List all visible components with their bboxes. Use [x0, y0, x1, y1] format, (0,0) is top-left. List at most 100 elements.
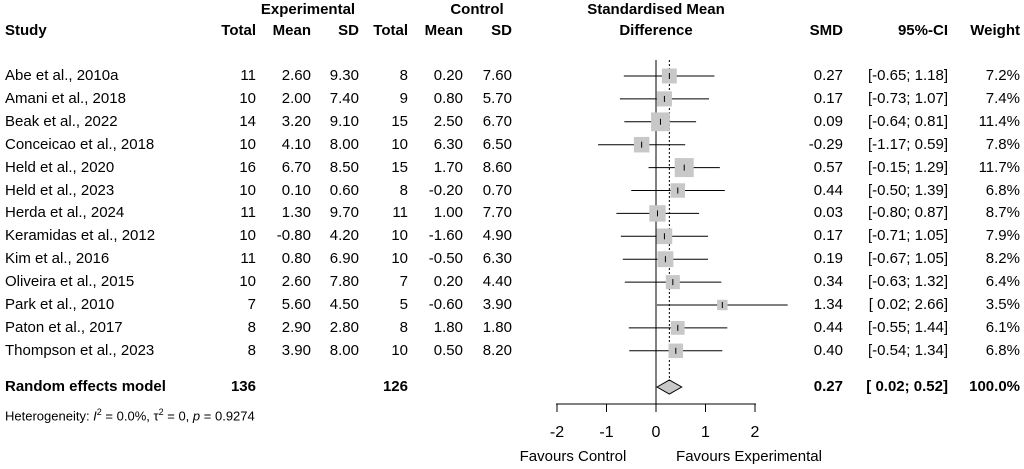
control-total: 8 [399, 67, 408, 84]
header-smd: SMD [809, 22, 843, 39]
heterogeneity-stats: Heterogeneity: I2 = 0.0%, τ2 = 0, p = 0.… [5, 404, 255, 424]
control-mean: 1.70 [433, 158, 463, 176]
study-name: Kim et al., 2016 [5, 250, 110, 268]
control-total: 15 [391, 158, 408, 176]
weight-value: 7.2% [985, 67, 1020, 84]
experimental-total: 11 [240, 67, 256, 84]
weight-value: 6.8% [985, 181, 1020, 199]
weight-value: 6.4% [985, 273, 1020, 291]
smd-value: 0.09 [813, 112, 843, 130]
ci-value: [-0.15; 1.29] [867, 158, 948, 176]
smd-value: 0.57 [813, 158, 843, 176]
control-sd: 7.60 [482, 67, 512, 84]
weight-value: 11.4% [978, 112, 1020, 130]
header-experimental-sd: SD [338, 22, 359, 39]
control-total: 10 [391, 135, 408, 153]
header-experimental-total: Total [221, 22, 256, 39]
experimental-mean: 4.10 [281, 135, 311, 153]
experimental-mean: 2.00 [281, 89, 311, 107]
p-value: = 0.9274 [200, 408, 255, 424]
control-total: 10 [391, 341, 408, 359]
experimental-mean: 2.60 [281, 273, 311, 291]
summary-control-total: 126 [382, 378, 408, 395]
control-total: 10 [391, 227, 408, 245]
study-name: Oliveira et al., 2015 [5, 273, 135, 291]
control-mean: -0.20 [428, 181, 463, 199]
ci-value: [ 0.02; 2.66] [868, 296, 948, 313]
experimental-mean: 3.20 [281, 112, 311, 130]
control-mean: 0.20 [433, 273, 463, 291]
plot-title-line1: Standardised Mean [587, 1, 725, 18]
tau-squared-value: = 0, [163, 408, 193, 424]
ci-value: [-0.71; 1.05] [867, 227, 948, 245]
weight-value: 7.9% [985, 227, 1020, 245]
experimental-mean: 3.90 [281, 341, 311, 359]
x-axis-tick-label: -1 [599, 424, 614, 441]
smd-value: 0.17 [813, 89, 843, 107]
experimental-total: 11 [240, 204, 256, 222]
i-squared-symbol: I [93, 408, 97, 424]
summary-smd: 0.27 [813, 378, 843, 395]
ci-value: [-0.73; 1.07] [867, 89, 948, 107]
superscript-two: 2 [158, 407, 164, 417]
experimental-sd: 6.90 [329, 250, 359, 268]
experimental-sd: 9.10 [329, 112, 359, 130]
experimental-total: 10 [239, 135, 256, 153]
smd-value: 0.17 [813, 227, 843, 245]
experimental-total: 14 [239, 112, 256, 130]
x-axis-tick-label: 2 [750, 424, 760, 441]
experimental-sd: 8.00 [329, 135, 359, 153]
summary-weight: 100.0% [969, 378, 1020, 395]
experimental-mean: 0.10 [281, 181, 311, 199]
control-total: 8 [399, 318, 408, 336]
summary-label: Random effects model [5, 378, 166, 395]
control-mean: 1.00 [433, 204, 463, 222]
control-total: 15 [391, 112, 408, 130]
experimental-sd: 2.80 [329, 318, 359, 336]
experimental-sd: 0.60 [329, 181, 359, 199]
experimental-mean: 2.60 [281, 67, 311, 84]
summary-ci: [ 0.02; 0.52] [866, 378, 948, 395]
smd-value: 0.19 [813, 250, 843, 268]
control-total: 5 [399, 296, 408, 313]
weight-value: 6.1% [985, 318, 1020, 336]
weight-value: 7.4% [985, 89, 1020, 107]
smd-value: -0.29 [808, 135, 843, 153]
experimental-sd: 9.70 [329, 204, 359, 222]
x-axis-tick-label: -2 [549, 424, 565, 441]
control-total: 10 [391, 250, 408, 268]
x-axis-label-right: Favours Experimental [676, 448, 822, 465]
control-sd: 1.80 [482, 318, 512, 336]
study-name: Conceicao et al., 2018 [5, 135, 155, 153]
control-sd: 7.70 [482, 204, 512, 222]
ci-value: [-0.65; 1.18] [867, 67, 948, 84]
control-mean: -1.60 [428, 227, 463, 245]
experimental-mean: 5.60 [281, 296, 311, 313]
experimental-total: 8 [247, 341, 256, 359]
ci-value: [-0.63; 1.32] [867, 273, 948, 291]
study-name: Beak et al., 2022 [5, 112, 118, 130]
smd-value: 0.03 [813, 204, 843, 222]
header-control-mean: Mean [424, 22, 463, 39]
control-sd: 5.70 [482, 89, 512, 107]
experimental-total: 10 [239, 227, 256, 245]
experimental-total: 10 [239, 273, 256, 291]
smd-value: 1.34 [813, 296, 843, 313]
control-total: 7 [399, 273, 408, 291]
study-name: Keramidas et al., 2012 [5, 227, 156, 245]
study-name: Park et al., 2010 [5, 296, 115, 313]
control-sd: 8.60 [482, 158, 512, 176]
ci-value: [-0.80; 0.87] [867, 204, 948, 222]
ci-value: [-0.55; 1.44] [867, 318, 948, 336]
experimental-mean: 1.30 [281, 204, 311, 222]
control-sd: 4.40 [482, 273, 512, 291]
control-mean: 0.80 [433, 89, 463, 107]
experimental-total: 16 [239, 158, 256, 176]
smd-value: 0.44 [813, 181, 843, 199]
ci-value: [-0.64; 0.81] [867, 112, 948, 130]
experimental-sd: 8.50 [329, 158, 359, 176]
study-name: Thompson et al., 2023 [5, 341, 155, 359]
weight-value: 6.8% [985, 341, 1020, 359]
experimental-sd: 7.40 [329, 89, 359, 107]
